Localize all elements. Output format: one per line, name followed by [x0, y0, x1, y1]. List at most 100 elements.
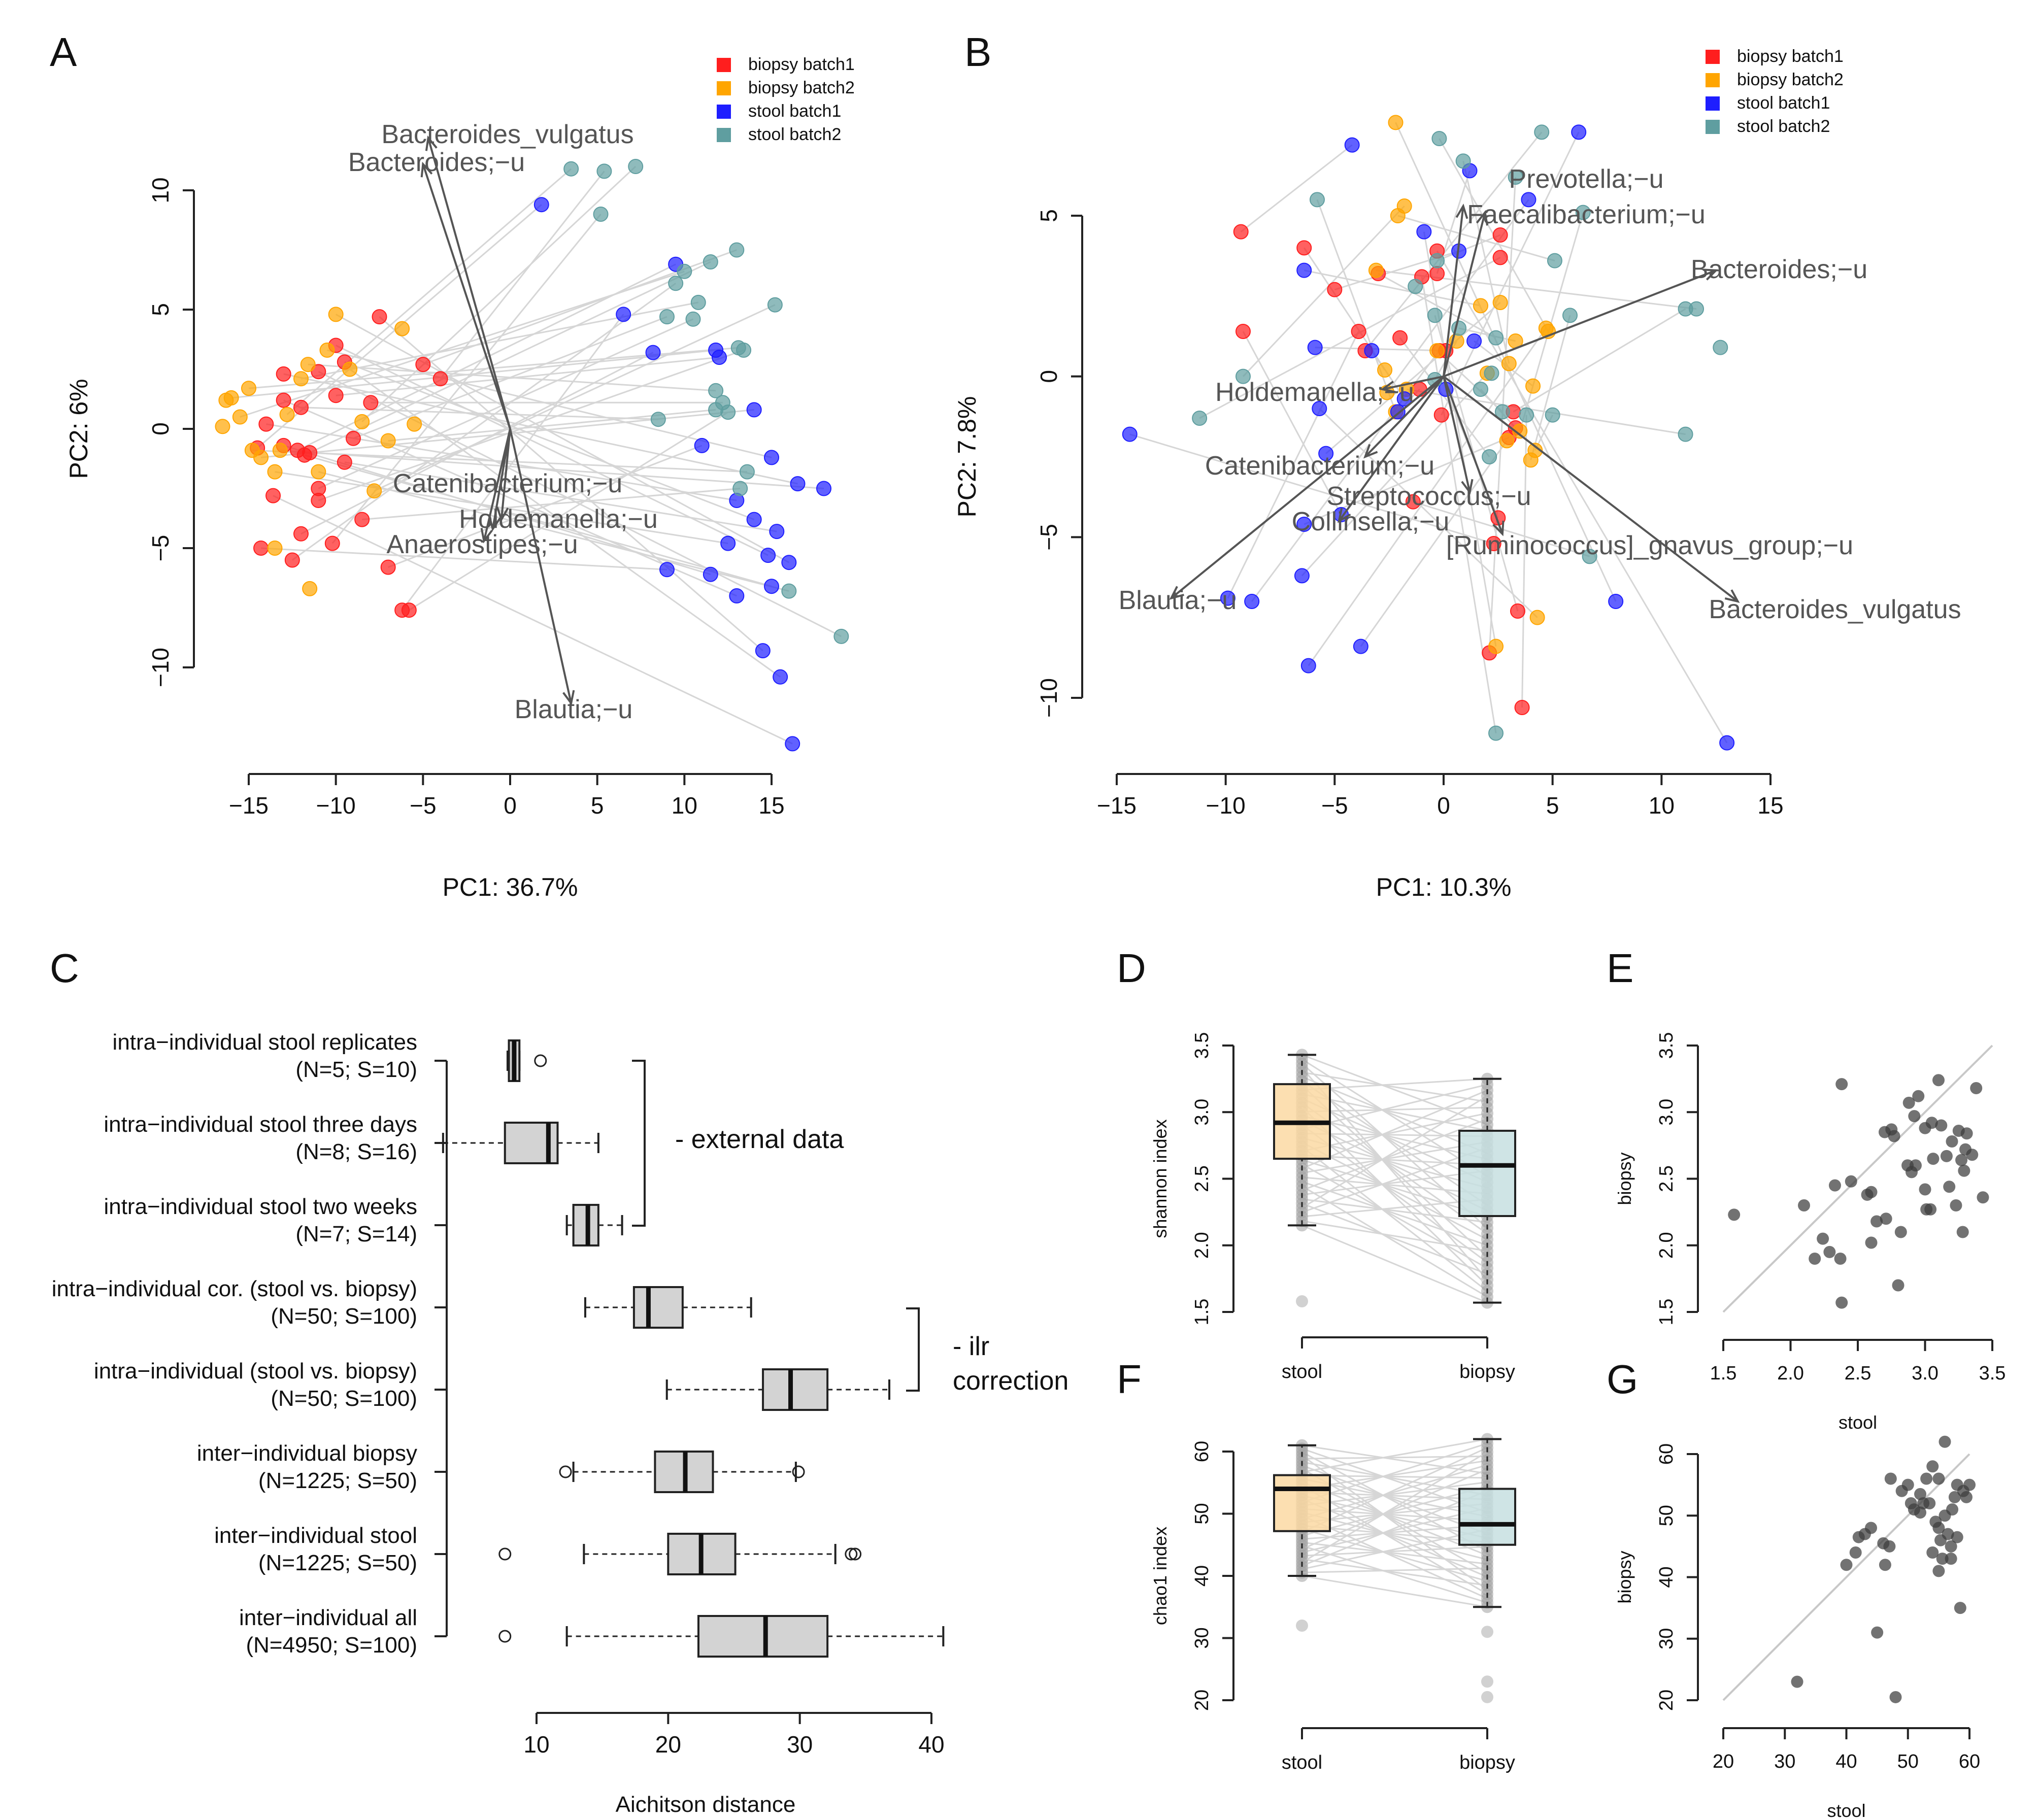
- x-tick-label: 2.0: [1777, 1363, 1804, 1384]
- scatter-point: [1880, 1212, 1892, 1225]
- scatter-point: [1879, 1126, 1891, 1138]
- legend-label: biopsy batch2: [748, 78, 855, 97]
- pair-line: [1301, 1054, 1488, 1126]
- data-point-biopsy-batch1: [380, 559, 396, 575]
- pair-line: [1436, 250, 1728, 744]
- scatter-point: [1865, 1236, 1878, 1249]
- scatter-point: [1926, 1460, 1939, 1473]
- pair-line: [1301, 1474, 1488, 1479]
- pair-line: [1301, 1481, 1488, 1506]
- x-tick-label: 5: [591, 792, 604, 819]
- data-point-stool-batch2: [781, 583, 797, 599]
- outlier-point: [498, 1630, 512, 1643]
- legend-swatch: [1706, 120, 1720, 134]
- scatter-point: [1956, 1226, 1969, 1238]
- outlier-point: [1481, 1626, 1493, 1638]
- pair-line: [1301, 1071, 1488, 1103]
- pair-line: [1397, 215, 1555, 262]
- data-point-biopsy-batch1: [337, 454, 352, 470]
- data-point-stool-batch2: [1429, 253, 1445, 268]
- scatter-point: [1945, 1553, 1957, 1565]
- outlier-point: [534, 1054, 547, 1067]
- loading-arrowhead: [425, 135, 438, 151]
- scatter-point: [1889, 1691, 1902, 1703]
- x-tick-label: 10: [1649, 792, 1675, 819]
- scatter-point: [1924, 1203, 1937, 1216]
- loading-arrowhead: [1461, 479, 1474, 495]
- data-point-stool-batch1: [1296, 517, 1312, 532]
- data-point-stool-batch1: [1416, 224, 1432, 240]
- pair-line: [318, 349, 744, 501]
- data-point-stool-batch1: [1466, 333, 1482, 349]
- legend-swatch: [717, 58, 731, 72]
- y-tick-label: 50: [1656, 1505, 1677, 1526]
- loading-arrow: [1382, 375, 1444, 390]
- data-point-biopsy-batch2: [1488, 638, 1504, 654]
- pair-line: [1301, 1220, 1488, 1252]
- bracket-label: - external data: [675, 1125, 844, 1154]
- data-point-stool-batch1: [1571, 124, 1587, 140]
- y-tick-label: 0: [1035, 370, 1062, 383]
- scatter-point: [1946, 1135, 1958, 1148]
- data-point-stool-batch2: [1484, 365, 1499, 381]
- scatter-point: [1849, 1546, 1862, 1559]
- data-point-biopsy-batch1: [293, 399, 309, 415]
- pair-line: [1301, 1451, 1488, 1563]
- y-axis-label: chao1 index: [1150, 1527, 1171, 1625]
- observation-point: [1481, 1575, 1493, 1588]
- scatter-point: [1935, 1119, 1948, 1132]
- pair-line: [1301, 1146, 1488, 1292]
- data-point-stool-batch1: [746, 512, 762, 527]
- scatter-point: [1894, 1226, 1907, 1238]
- data-point-stool-batch1: [764, 579, 779, 594]
- pair-line: [1301, 1176, 1488, 1195]
- pair-line: [1376, 269, 1697, 310]
- y-tick-label: 3.5: [1656, 1032, 1677, 1059]
- observation-point: [1481, 1244, 1493, 1257]
- scatter-point: [1940, 1150, 1953, 1162]
- data-point-stool-batch2: [628, 159, 644, 174]
- pair-line: [1301, 1155, 1488, 1166]
- panel-b-pca-biplot: Prevotella;−u Faecalibacterium;−u Bacteroi…: [953, 47, 1961, 901]
- pair-line: [1301, 1120, 1488, 1212]
- data-point-biopsy-batch2: [311, 464, 326, 480]
- data-point-stool-batch1: [773, 669, 788, 685]
- pair-line: [1301, 1132, 1488, 1137]
- x-tick-label: 30: [787, 1731, 813, 1758]
- scatter-point: [1958, 1164, 1970, 1177]
- data-point-biopsy-batch1: [276, 366, 291, 382]
- legend-swatch: [1706, 73, 1720, 87]
- x-tick-label: −5: [410, 792, 436, 819]
- pair-line: [1301, 1460, 1488, 1490]
- pair-line: [308, 363, 716, 392]
- y-tick-label: −5: [1035, 524, 1062, 550]
- x-tick-label: −10: [316, 792, 356, 819]
- pair-line: [1301, 1511, 1488, 1561]
- pair-line: [1301, 1198, 1488, 1218]
- data-point-biopsy-batch1: [276, 392, 291, 408]
- pair-line: [1301, 1159, 1488, 1218]
- data-point-biopsy-batch1: [253, 541, 269, 556]
- data-point-stool-batch1: [703, 566, 718, 582]
- loading-arrowhead: [1702, 268, 1719, 281]
- y-tick-label: 3.5: [1191, 1032, 1213, 1059]
- x-tick-label: 10: [672, 792, 697, 819]
- scatter-point: [1960, 1491, 1973, 1503]
- pair-line: [1301, 1455, 1488, 1460]
- data-point-stool-batch2: [1534, 124, 1550, 140]
- row-label: intra−individual (stool vs. biopsy): [94, 1359, 417, 1384]
- pair-line: [344, 361, 755, 521]
- pair-line: [260, 409, 754, 458]
- row-label: intra−individual cor. (stool vs. biopsy): [52, 1276, 417, 1301]
- loading-arrow: [483, 428, 511, 542]
- legend-label: biopsy batch2: [1737, 70, 1844, 89]
- scatter-point: [1963, 1478, 1976, 1491]
- loading-label: Streptococcus;−u: [1326, 482, 1531, 511]
- loading-arrow: [500, 428, 511, 520]
- row-count-label: (N=1225; S=50): [258, 1551, 417, 1575]
- pair-line: [309, 261, 711, 454]
- loading-arrow: [1338, 376, 1445, 522]
- scatter-point: [1834, 1253, 1847, 1265]
- pair-line: [1301, 1447, 1488, 1533]
- y-tick-label: 0: [147, 422, 174, 435]
